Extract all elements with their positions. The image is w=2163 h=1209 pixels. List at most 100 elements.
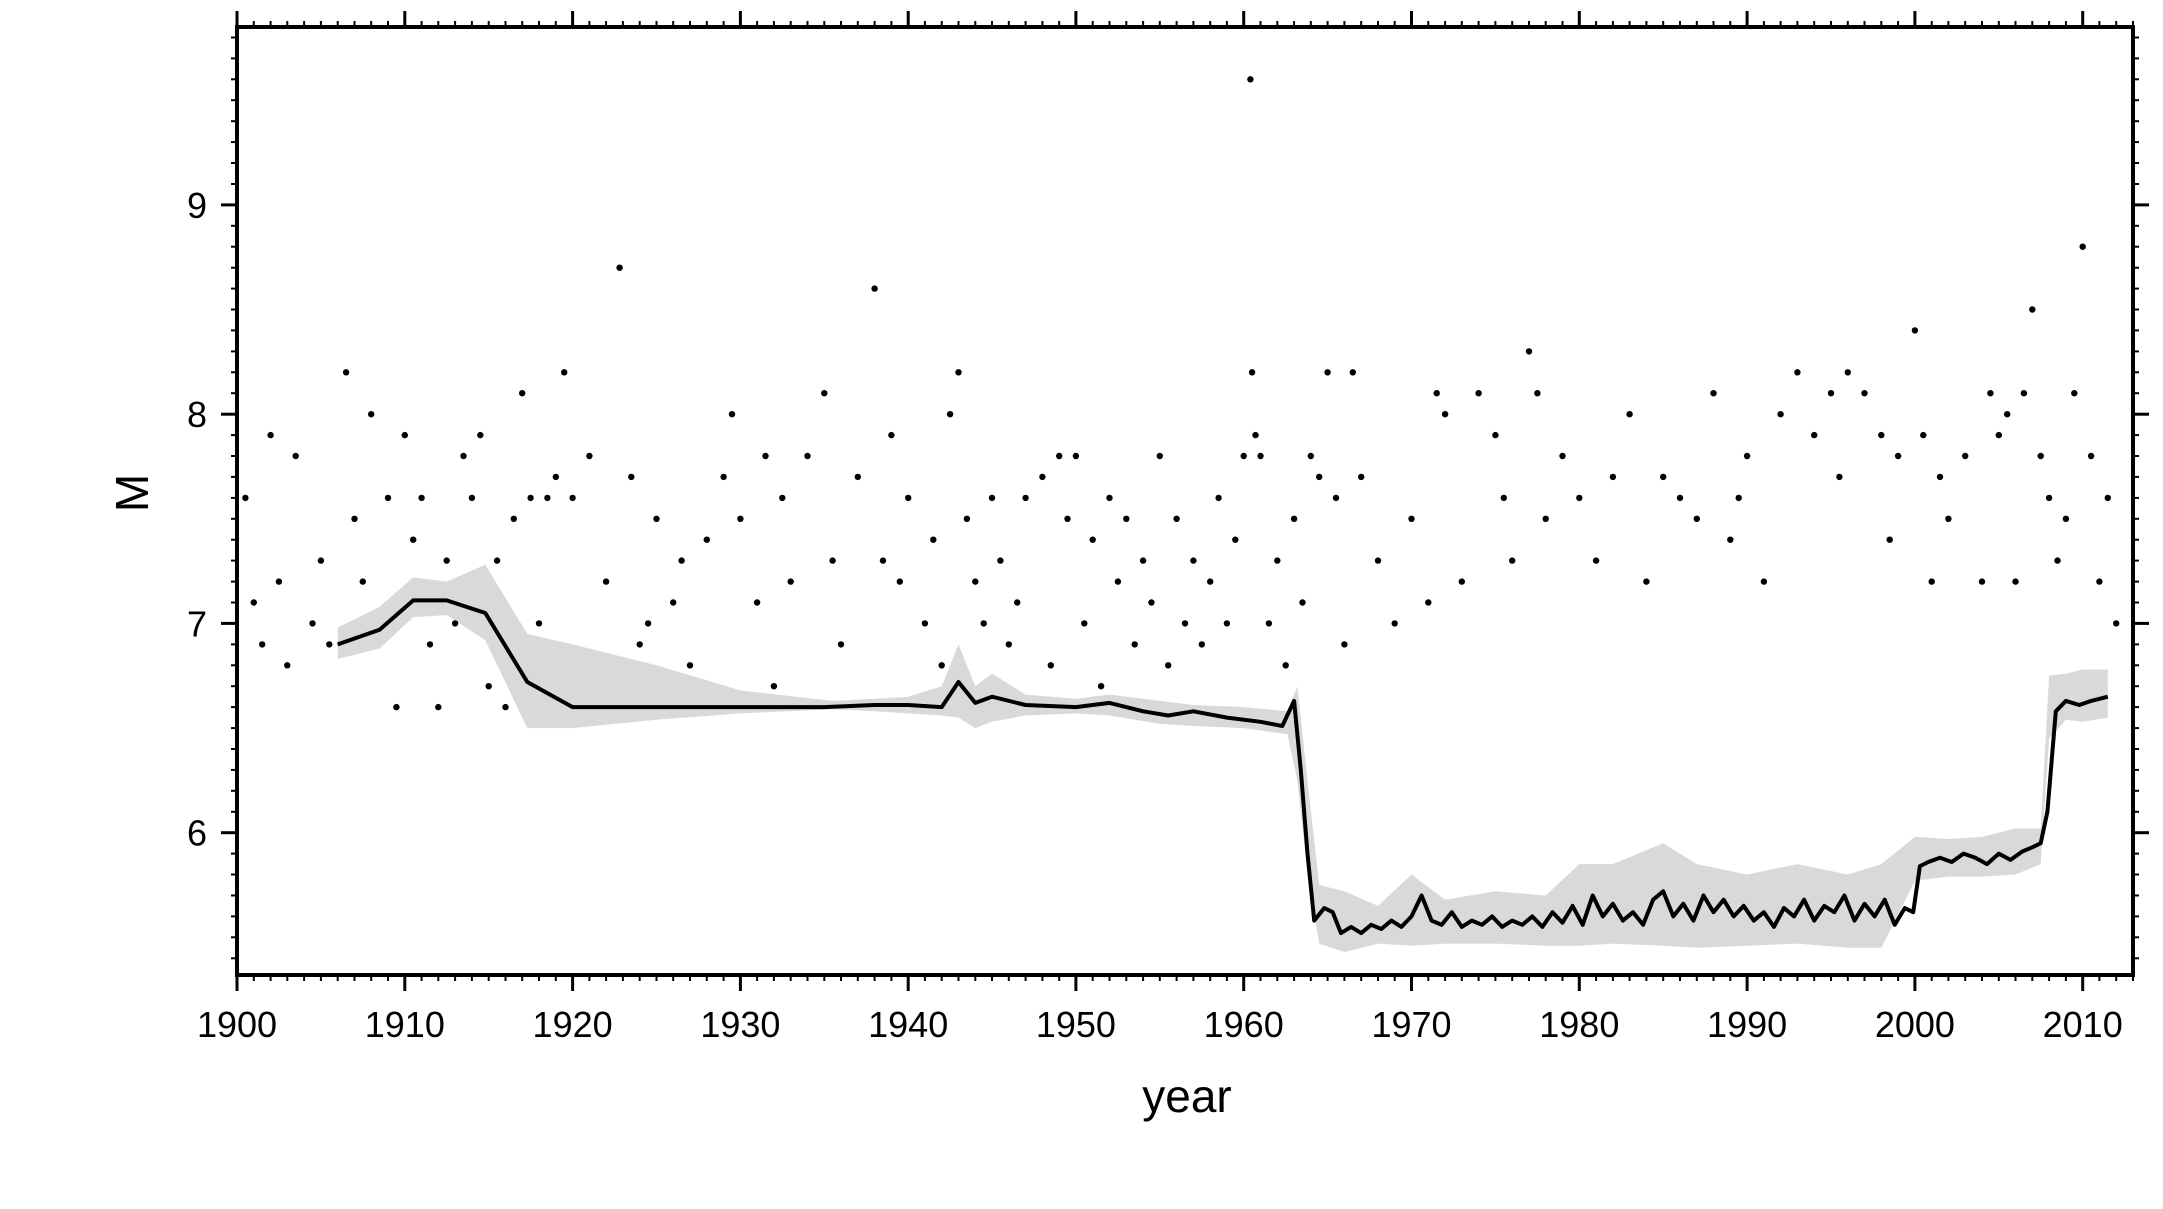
data-point xyxy=(1920,431,1927,439)
data-point xyxy=(787,578,794,585)
data-point xyxy=(905,494,912,502)
data-point xyxy=(871,285,878,292)
data-point xyxy=(1156,452,1164,460)
data-point xyxy=(888,431,895,439)
data-point xyxy=(804,452,811,460)
data-point xyxy=(1056,452,1063,460)
data-point xyxy=(1609,473,1617,481)
data-point xyxy=(552,473,559,481)
data-point xyxy=(1014,599,1021,606)
data-point xyxy=(1274,557,1281,564)
data-point xyxy=(2079,243,2086,250)
data-point xyxy=(879,557,887,564)
data-point xyxy=(451,620,459,627)
data-point xyxy=(1441,411,1449,418)
data-point xyxy=(854,473,861,481)
data-point xyxy=(1643,578,1650,585)
x-tick-label: 1980 xyxy=(1539,1004,1619,1045)
data-point xyxy=(2029,306,2036,313)
data-point xyxy=(1022,494,1029,502)
data-point xyxy=(275,578,283,585)
data-point xyxy=(393,703,400,711)
data-point xyxy=(2062,515,2070,522)
data-point xyxy=(1592,557,1600,564)
data-point xyxy=(737,515,744,522)
data-point xyxy=(2087,452,2095,460)
data-point xyxy=(1181,620,1189,627)
data-point xyxy=(359,578,366,585)
data-point xyxy=(1836,473,1843,481)
data-point xyxy=(821,390,828,397)
data-point xyxy=(1047,662,1055,669)
data-point xyxy=(686,662,694,669)
data-point xyxy=(997,557,1004,564)
catalog-points xyxy=(242,76,2120,711)
data-point xyxy=(1978,578,1986,585)
x-tick-label: 1910 xyxy=(365,1004,445,1045)
y-tick-label: 7 xyxy=(187,603,207,644)
data-point xyxy=(502,703,509,711)
data-point xyxy=(644,620,652,627)
data-point xyxy=(1710,390,1717,397)
data-point xyxy=(1358,473,1365,481)
data-point xyxy=(728,411,736,418)
x-tick-label: 2000 xyxy=(1875,1004,1955,1045)
data-point xyxy=(426,641,434,648)
data-point xyxy=(1332,494,1340,502)
data-point xyxy=(493,557,501,564)
data-point xyxy=(443,557,450,564)
data-point xyxy=(1576,494,1583,502)
data-point xyxy=(2004,411,2011,418)
data-point xyxy=(1165,662,1172,669)
data-point xyxy=(2096,578,2103,585)
data-point xyxy=(1005,641,1012,648)
data-point xyxy=(544,494,551,502)
data-point xyxy=(2020,390,2028,397)
data-point xyxy=(1248,369,1256,376)
data-point xyxy=(2012,578,2019,585)
data-point xyxy=(1727,536,1734,543)
data-point xyxy=(988,494,996,502)
data-point xyxy=(259,641,266,648)
data-point xyxy=(930,536,937,543)
data-point xyxy=(1215,494,1222,502)
data-point xyxy=(762,452,769,460)
data-point xyxy=(602,578,610,585)
data-point xyxy=(1341,641,1348,648)
data-point xyxy=(2104,494,2111,502)
data-point xyxy=(703,536,710,543)
data-point xyxy=(460,452,467,460)
data-point xyxy=(1878,431,1885,439)
data-point xyxy=(1131,641,1138,648)
data-point xyxy=(896,578,903,585)
data-point xyxy=(1190,557,1197,564)
data-point xyxy=(586,452,593,460)
data-point xyxy=(963,515,971,522)
data-point xyxy=(326,641,333,648)
data-point xyxy=(1391,620,1398,627)
data-point xyxy=(351,515,358,522)
data-point xyxy=(670,599,677,606)
data-point xyxy=(1232,536,1239,543)
data-point xyxy=(309,620,316,627)
data-point xyxy=(2037,452,2044,460)
y-tick-label: 6 xyxy=(187,813,207,854)
data-point xyxy=(1936,473,1944,481)
data-point xyxy=(1760,578,1768,585)
x-tick-label: 1930 xyxy=(700,1004,780,1045)
data-point xyxy=(2045,494,2053,502)
data-point xyxy=(2071,390,2078,397)
data-point xyxy=(972,578,979,585)
x-tick-label: 1970 xyxy=(1371,1004,1451,1045)
data-point xyxy=(1139,557,1147,564)
x-tick-label: 1920 xyxy=(533,1004,613,1045)
data-point xyxy=(1198,641,1206,648)
data-point xyxy=(1282,662,1289,669)
data-point xyxy=(1252,431,1259,439)
data-point xyxy=(1626,411,1633,418)
data-point xyxy=(1500,494,1508,502)
data-point xyxy=(1290,515,1298,522)
data-point xyxy=(678,557,685,564)
data-point xyxy=(628,473,635,481)
